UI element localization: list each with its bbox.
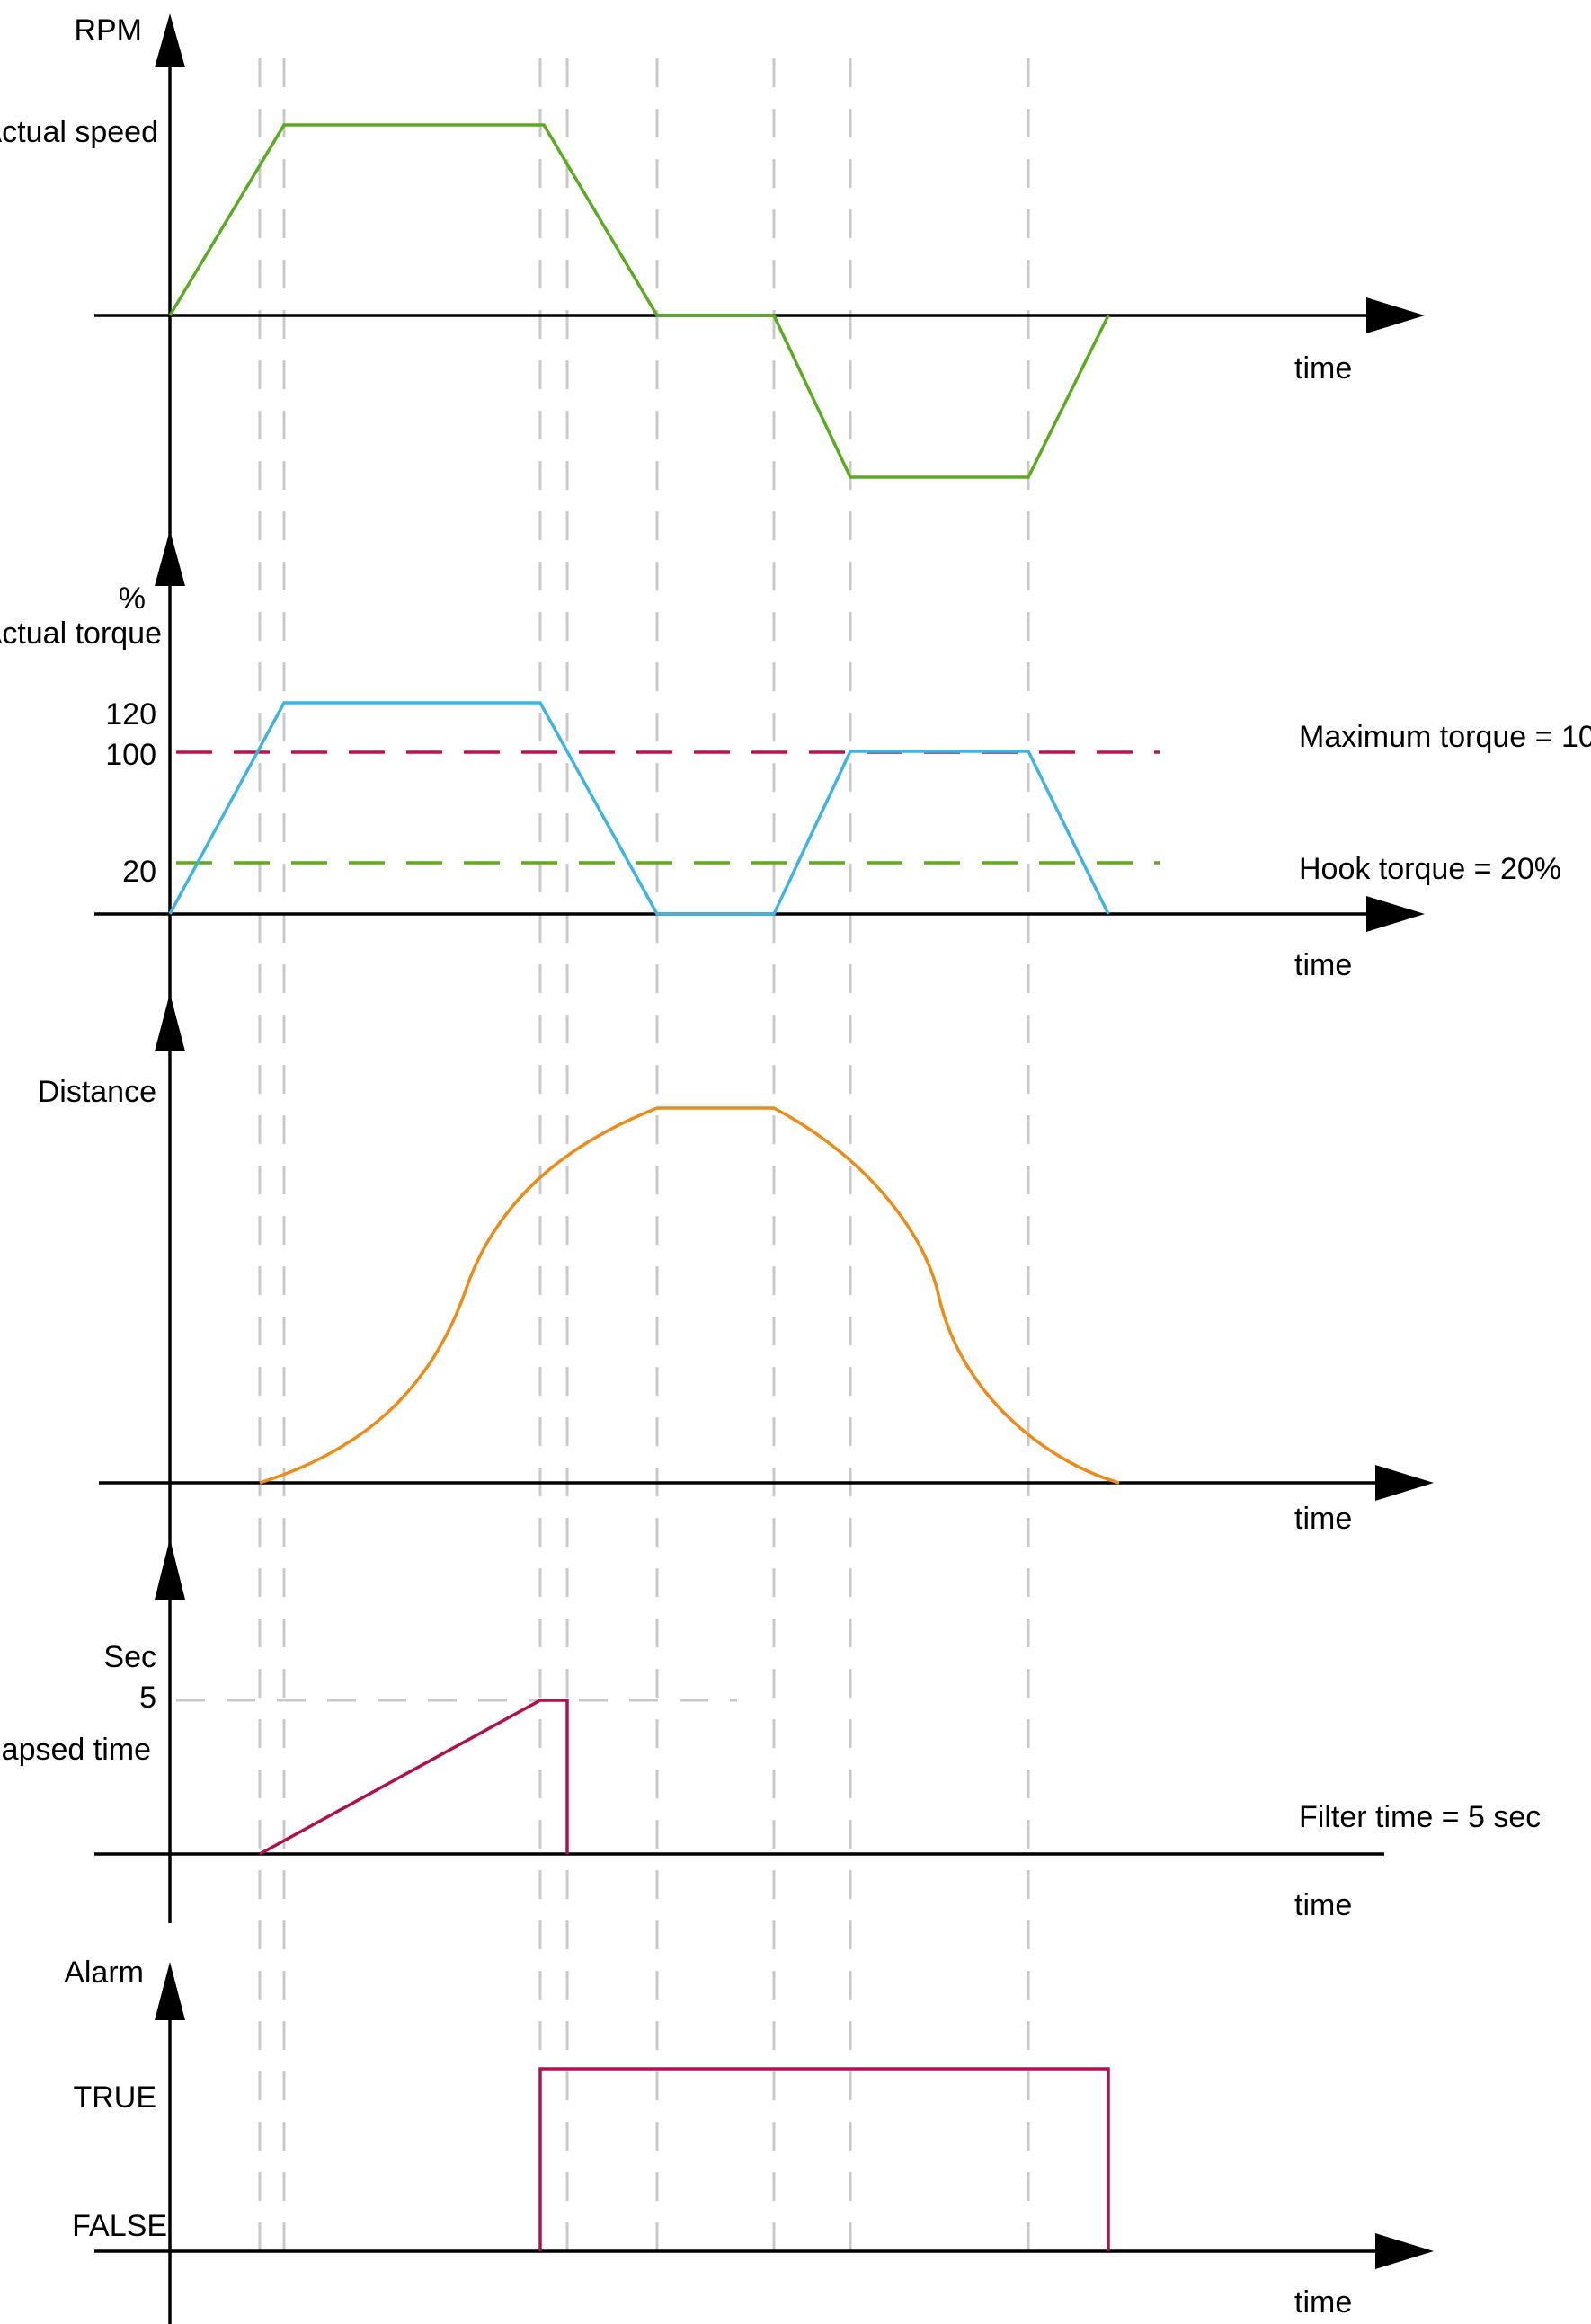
alarm-true-label: TRUE <box>73 2080 156 2115</box>
torque-y-axis-arrow <box>155 530 185 586</box>
alarm-trace <box>538 2067 1110 2251</box>
actual-speed-trace <box>168 123 1110 479</box>
alarm-signal-label: Alarm <box>64 1956 144 1990</box>
elapsed-axis-unit: Sec <box>103 1640 156 1674</box>
speed-panel: RPM Actual speed time <box>0 13 1425 575</box>
elapsed-tick-5: 5 <box>139 1681 156 1715</box>
distance-y-axis-arrow <box>155 993 185 1051</box>
distance-time-label: time <box>1294 1502 1352 1536</box>
alarm-false-label: FALSE <box>72 2209 167 2243</box>
distance-signal-label: Distance <box>38 1075 156 1109</box>
max-torque-label: Maximum torque = 100% <box>1299 720 1591 754</box>
alarm-time-axis-arrow <box>1375 2233 1434 2269</box>
torque-axis-unit: % <box>119 581 146 616</box>
actual-torque-trace <box>168 701 1110 916</box>
distance-time-axis-arrow <box>1375 1465 1434 1501</box>
torque-tick-20: 20 <box>122 855 156 889</box>
torque-tick-120: 120 <box>105 697 156 732</box>
torque-time-axis-arrow <box>1366 896 1425 932</box>
alarm-y-axis-arrow <box>155 1962 185 2020</box>
elapsed-panel: Sec 5 Elapsed time Filter time = 5 sec t… <box>0 1539 1541 1923</box>
torque-signal-label: Actual torque <box>0 616 162 651</box>
torque-panel: % Actual torque 120 100 20 Maximum torqu… <box>0 530 1591 1042</box>
elapsed-y-axis-arrow <box>155 1539 185 1600</box>
torque-tick-100: 100 <box>105 738 156 772</box>
distance-trace <box>259 1106 1120 1485</box>
speed-time-label: time <box>1294 351 1352 386</box>
distance-panel: Distance time <box>38 993 1434 1591</box>
elapsed-signal-label: Elapsed time <box>0 1733 151 1767</box>
elapsed-time-trace <box>259 1699 569 1856</box>
elapsed-time-label: time <box>1294 1888 1352 1922</box>
speed-y-axis-arrow <box>155 13 185 67</box>
alarm-time-label: time <box>1294 2285 1352 2320</box>
speed-axis-unit: RPM <box>74 13 142 48</box>
speed-time-axis-arrow <box>1366 297 1425 333</box>
time-markers <box>258 58 1030 2265</box>
hook-torque-label: Hook torque = 20% <box>1299 852 1561 886</box>
alarm-panel: Alarm TRUE FALSE time <box>64 1956 1434 2324</box>
speed-signal-label: Actual speed <box>0 115 158 149</box>
filter-time-label: Filter time = 5 sec <box>1299 1800 1541 1834</box>
torque-time-label: time <box>1294 948 1352 982</box>
